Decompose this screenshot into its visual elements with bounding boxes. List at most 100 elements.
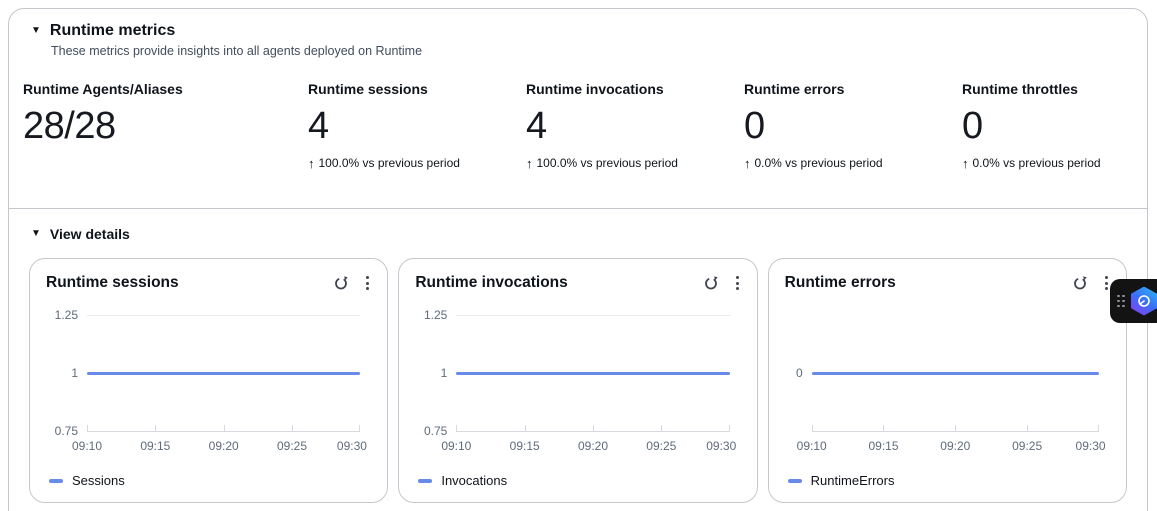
up-arrow-icon: ↑ bbox=[308, 156, 315, 171]
legend-swatch bbox=[418, 478, 433, 483]
vertical-ellipsis-icon bbox=[734, 274, 741, 292]
assistant-floating-widget[interactable] bbox=[1110, 279, 1157, 323]
gridline bbox=[456, 315, 730, 316]
chart-card-runtime-invocations: Runtime invocations bbox=[398, 258, 758, 503]
series-line-sessions bbox=[87, 372, 361, 375]
legend-label: RuntimeErrors bbox=[810, 473, 895, 488]
refresh-button[interactable] bbox=[333, 275, 349, 291]
card-menu-button[interactable] bbox=[364, 274, 371, 292]
line-chart-errors[interactable]: 0 09:10 09:15 09:20 09:25 09:30 bbox=[785, 315, 1110, 460]
gridline bbox=[87, 315, 361, 316]
refresh-icon bbox=[1072, 275, 1088, 291]
x-tick: 09:20 bbox=[208, 439, 239, 453]
runtime-metrics-panel: ▼ Runtime metrics These metrics provide … bbox=[8, 8, 1148, 511]
kpi-label: Runtime throttles bbox=[962, 81, 1078, 97]
kpi-label: Runtime invocations bbox=[526, 81, 664, 97]
collapse-caret-icon: ▼ bbox=[31, 228, 41, 239]
kpi-errors: Runtime errors 0 ↑ 0.0% vs previous peri… bbox=[744, 81, 962, 171]
metrics-section: ▼ Runtime metrics These metrics provide … bbox=[9, 9, 1147, 208]
legend-swatch bbox=[49, 478, 63, 483]
x-tick: 09:25 bbox=[646, 439, 677, 453]
kpi-label: Runtime sessions bbox=[308, 81, 428, 97]
line-chart-sessions[interactable]: 1.25 1 0.75 09:10 09:15 09:20 09:25 09:3… bbox=[46, 308, 371, 460]
kpi-trend: ↑ 0.0% vs previous period bbox=[744, 156, 962, 171]
vertical-ellipsis-icon bbox=[1103, 274, 1110, 292]
x-tick: 09:30 bbox=[706, 439, 737, 453]
x-tick: 09:15 bbox=[140, 439, 171, 453]
kpi-invocations: Runtime invocations 4 ↑ 100.0% vs previo… bbox=[526, 81, 744, 171]
chart-card-runtime-sessions: Runtime sessions bbox=[29, 258, 389, 503]
y-tick: 1 bbox=[71, 366, 78, 380]
x-tick: 09:30 bbox=[336, 439, 367, 453]
section-title: Runtime metrics bbox=[49, 22, 176, 39]
vertical-ellipsis-icon bbox=[364, 274, 371, 292]
section-subtitle: These metrics provide insights into all … bbox=[51, 44, 423, 58]
x-tick: 09:15 bbox=[509, 439, 540, 453]
kpi-value: 28/28 bbox=[23, 105, 116, 147]
view-details-expander[interactable]: ▼ View details bbox=[31, 225, 1127, 243]
kpi-agents-aliases: Runtime Agents/Aliases 28/28 bbox=[23, 81, 308, 171]
up-arrow-icon: ↑ bbox=[744, 156, 751, 171]
x-tick: 09:20 bbox=[577, 439, 608, 453]
kpi-value: 4 bbox=[308, 105, 329, 147]
legend-label: Invocations bbox=[441, 473, 508, 488]
refresh-button[interactable] bbox=[703, 275, 719, 291]
kpi-value: 0 bbox=[744, 105, 765, 147]
kpi-trend: ↑ 0.0% vs previous period bbox=[962, 156, 1131, 171]
x-tick: 09:25 bbox=[1012, 439, 1043, 453]
runtime-metrics-expander[interactable]: ▼ Runtime metrics bbox=[31, 21, 1131, 41]
kpi-trend: ↑ 100.0% vs previous period bbox=[308, 156, 526, 171]
kpi-value: 4 bbox=[526, 105, 547, 147]
chart-legend[interactable]: Sessions bbox=[46, 473, 371, 488]
series-line-invocations bbox=[456, 372, 730, 375]
kpi-trend-text: 0.0% vs previous period bbox=[754, 156, 883, 170]
y-tick: 0 bbox=[795, 366, 803, 380]
kpi-trend-text: 100.0% vs previous period bbox=[536, 156, 678, 170]
y-tick: 0.75 bbox=[54, 424, 78, 438]
x-tick: 09:10 bbox=[796, 439, 827, 453]
kpi-trend-text: 0.0% vs previous period bbox=[972, 156, 1101, 170]
chart-legend[interactable]: Invocations bbox=[415, 473, 740, 488]
legend-swatch bbox=[787, 478, 802, 483]
kpi-label: Runtime errors bbox=[744, 81, 845, 97]
x-tick: 09:10 bbox=[71, 439, 103, 453]
y-tick: 1.25 bbox=[54, 308, 78, 322]
kpi-sessions: Runtime sessions 4 ↑ 100.0% vs previous … bbox=[308, 81, 526, 171]
kpi-trend-text: 100.0% vs previous period bbox=[318, 156, 460, 170]
x-tick: 09:25 bbox=[276, 439, 307, 453]
line-chart-invocations[interactable]: 1.25 1 0.75 09:10 09:15 09:20 09:25 09:3… bbox=[415, 308, 740, 460]
refresh-button[interactable] bbox=[1072, 275, 1088, 291]
kpi-value: 0 bbox=[962, 105, 983, 147]
up-arrow-icon: ↑ bbox=[526, 156, 533, 171]
collapse-caret-icon: ▼ bbox=[31, 25, 41, 36]
card-menu-button[interactable] bbox=[734, 274, 741, 292]
kpi-throttles: Runtime throttles 0 ↑ 0.0% vs previous p… bbox=[962, 81, 1131, 171]
kpi-trend: ↑ 100.0% vs previous period bbox=[526, 156, 744, 171]
x-axis bbox=[811, 425, 1099, 432]
x-tick: 09:30 bbox=[1075, 439, 1106, 453]
y-tick: 1.25 bbox=[423, 308, 448, 322]
legend-label: Sessions bbox=[72, 473, 125, 488]
series-line-errors bbox=[811, 372, 1099, 375]
card-menu-button[interactable] bbox=[1103, 274, 1110, 292]
view-details-title: View details bbox=[49, 226, 130, 242]
x-tick: 09:20 bbox=[940, 439, 971, 453]
y-tick: 1 bbox=[440, 366, 448, 380]
chart-card-title: Runtime invocations bbox=[415, 274, 568, 291]
kpi-row: Runtime Agents/Aliases 28/28 Runtime ses… bbox=[23, 81, 1131, 208]
refresh-icon bbox=[333, 275, 349, 291]
drag-handle-icon[interactable] bbox=[1117, 294, 1125, 308]
x-axis bbox=[87, 425, 361, 432]
assistant-logo-icon[interactable] bbox=[1131, 286, 1157, 316]
chart-cards-row: Runtime sessions bbox=[29, 258, 1127, 503]
refresh-icon bbox=[703, 275, 719, 291]
chart-card-title: Runtime sessions bbox=[46, 274, 179, 291]
chart-card-title: Runtime errors bbox=[784, 274, 896, 291]
chart-legend[interactable]: RuntimeErrors bbox=[785, 473, 1110, 488]
x-axis bbox=[456, 425, 730, 432]
x-tick: 09:10 bbox=[441, 439, 472, 453]
kpi-label: Runtime Agents/Aliases bbox=[23, 81, 183, 97]
chart-card-runtime-errors: Runtime errors bbox=[767, 258, 1127, 503]
up-arrow-icon: ↑ bbox=[962, 156, 969, 171]
view-details-section: ▼ View details Runtime sessions bbox=[9, 208, 1147, 511]
